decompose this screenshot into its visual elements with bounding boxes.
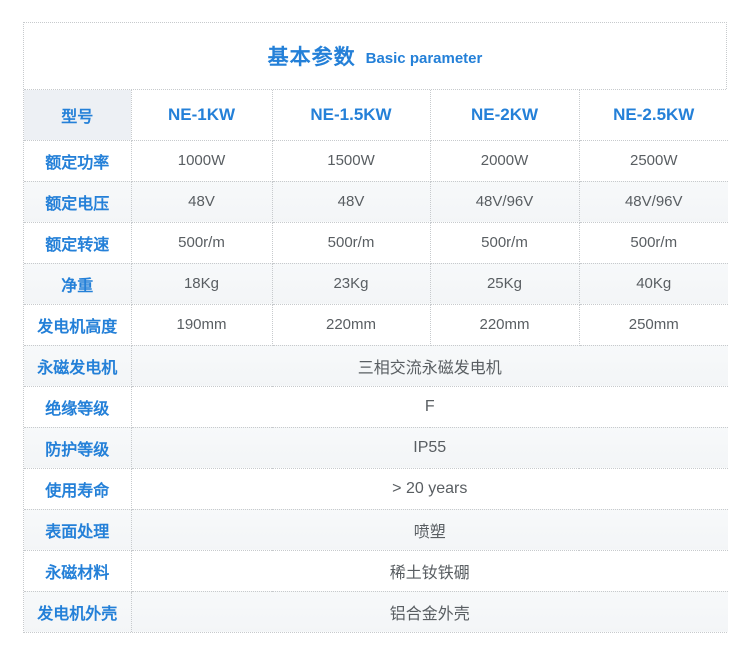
spec-value: 23Kg — [271, 262, 431, 305]
model-name: NE-1.5KW — [271, 89, 431, 141]
spec-value-merged: 稀土钕铁硼 — [130, 549, 729, 592]
model-name: NE-2.5KW — [578, 89, 729, 141]
spec-value-merged: IP55 — [130, 426, 729, 469]
row-rated-speed: 额定转速 500r/m 500r/m 500r/m 500r/m — [23, 221, 729, 264]
spec-value: 220mm — [271, 303, 431, 346]
panel-title-zh: 基本参数 — [267, 46, 356, 69]
spec-value-merged: 铝合金外壳 — [130, 590, 729, 633]
row-surface-treatment: 表面处理 喷塑 — [23, 508, 729, 551]
spec-value: 1500W — [271, 139, 431, 182]
basic-parameter-panel: 基本参数 Basic parameter 型号 NE-1KW NE-1.5KW … — [23, 22, 729, 633]
row-label: 额定功率 — [23, 139, 132, 182]
row-generator-housing: 发电机外壳 铝合金外壳 — [23, 590, 729, 633]
row-label: 发电机高度 — [23, 303, 132, 346]
spec-value: 250mm — [578, 303, 729, 346]
model-name: NE-2KW — [429, 89, 580, 141]
spec-value: 48V — [271, 180, 431, 223]
row-generator-height: 发电机高度 190mm 220mm 220mm 250mm — [23, 303, 729, 346]
spec-value: 190mm — [130, 303, 273, 346]
row-magnet-material: 永磁材料 稀土钕铁硼 — [23, 549, 729, 592]
row-label: 永磁材料 — [23, 549, 132, 592]
spec-value-merged: F — [130, 385, 729, 428]
row-insulation-class: 绝缘等级 F — [23, 385, 729, 428]
spec-value: 18Kg — [130, 262, 273, 305]
spec-value-merged: 喷塑 — [130, 508, 729, 551]
spec-value-merged: 三相交流永磁发电机 — [130, 344, 729, 387]
spec-value: 2500W — [578, 139, 729, 182]
spec-value: 1000W — [130, 139, 273, 182]
row-label: 表面处理 — [23, 508, 132, 551]
spec-value: 500r/m — [130, 221, 273, 264]
row-service-life: 使用寿命 > 20 years — [23, 467, 729, 510]
spec-table: 型号 NE-1KW NE-1.5KW NE-2KW NE-2.5KW 额定功率 … — [23, 89, 729, 633]
spec-value: 48V/96V — [578, 180, 729, 223]
row-rated-power: 额定功率 1000W 1500W 2000W 2500W — [23, 139, 729, 182]
spec-value: 500r/m — [271, 221, 431, 264]
header-row: 型号 NE-1KW NE-1.5KW NE-2KW NE-2.5KW — [23, 89, 729, 141]
spec-value: 48V — [130, 180, 273, 223]
spec-value: 220mm — [429, 303, 580, 346]
row-label: 使用寿命 — [23, 467, 132, 510]
row-rated-voltage: 额定电压 48V 48V 48V/96V 48V/96V — [23, 180, 729, 223]
spec-value: 48V/96V — [429, 180, 580, 223]
model-name: NE-1KW — [130, 89, 273, 141]
row-label: 防护等级 — [23, 426, 132, 469]
row-label: 额定电压 — [23, 180, 132, 223]
spec-value: 500r/m — [429, 221, 580, 264]
spec-value: 25Kg — [429, 262, 580, 305]
row-label: 绝缘等级 — [23, 385, 132, 428]
spec-value-merged: > 20 years — [130, 467, 729, 510]
row-label: 发电机外壳 — [23, 590, 132, 633]
header-model-label: 型号 — [23, 89, 132, 141]
spec-value: 40Kg — [578, 262, 729, 305]
row-label: 永磁发电机 — [23, 344, 132, 387]
row-net-weight: 净重 18Kg 23Kg 25Kg 40Kg — [23, 262, 729, 305]
spec-value: 500r/m — [578, 221, 729, 264]
panel-title: 基本参数 Basic parameter — [24, 23, 726, 90]
panel-title-en: Basic parameter — [365, 49, 483, 67]
row-label: 净重 — [23, 262, 132, 305]
row-label: 额定转速 — [23, 221, 132, 264]
row-generator-type: 永磁发电机 三相交流永磁发电机 — [23, 344, 729, 387]
row-protection-class: 防护等级 IP55 — [23, 426, 729, 469]
spec-value: 2000W — [429, 139, 580, 182]
